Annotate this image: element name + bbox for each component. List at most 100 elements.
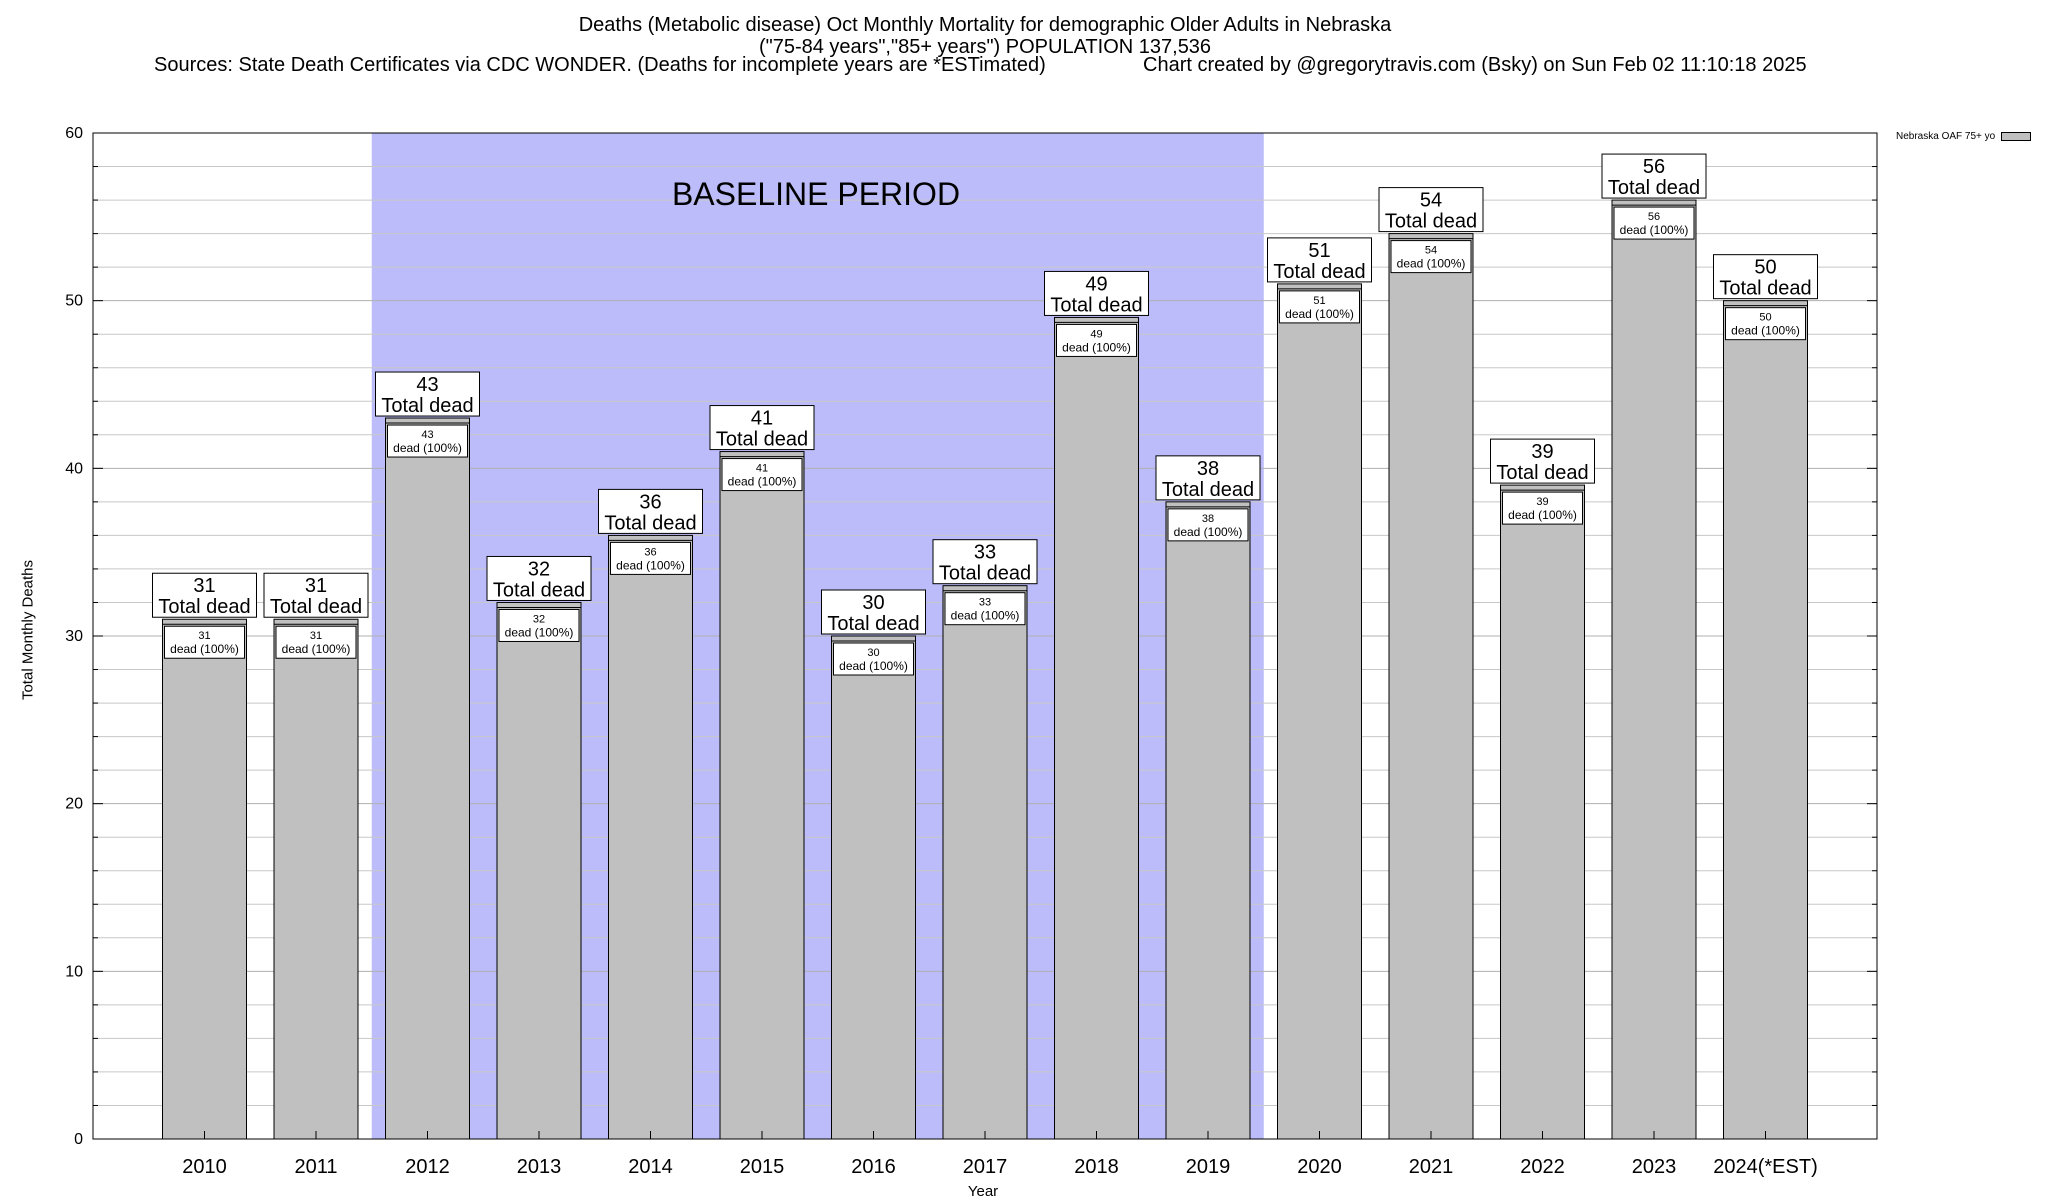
inner-label-box [1167, 508, 1249, 542]
total-dead-label: Total dead [1719, 278, 1811, 300]
bar[interactable] [1723, 300, 1808, 1140]
inner-value-label: 33 [979, 597, 991, 609]
x-tick-label: 2018 [1074, 1156, 1119, 1178]
total-value-label: 41 [751, 408, 773, 430]
bar[interactable] [273, 618, 359, 1140]
inner-percent-label: dead (100%) [1174, 525, 1243, 539]
inner-value-label: 54 [1425, 245, 1437, 257]
total-value-label: 33 [974, 542, 996, 564]
chart-legend: Nebraska OAF 75+ yo [1896, 131, 2032, 142]
total-label-box [932, 539, 1038, 585]
total-value-label: 43 [416, 374, 438, 396]
total-value-label: 49 [1085, 273, 1107, 295]
x-tick-label: 2020 [1297, 1156, 1342, 1178]
inner-label-box [1390, 240, 1472, 274]
inner-label-box [275, 625, 357, 659]
total-label-box [598, 488, 703, 534]
inner-percent-label: dead (100%) [1285, 307, 1354, 321]
inner-percent-label: dead (100%) [393, 441, 462, 455]
inner-value-label: 51 [1313, 295, 1325, 307]
inner-label-box [833, 642, 914, 676]
bar[interactable] [1611, 199, 1697, 1140]
total-label-box [486, 555, 592, 601]
inner-percent-label: dead (100%) [282, 642, 351, 656]
bar[interactable] [1500, 484, 1585, 1140]
total-dead-label: Total dead [1050, 294, 1142, 316]
inner-label-box [944, 592, 1026, 626]
inner-percent-label: dead (100%) [1397, 257, 1466, 271]
inner-value-label: 36 [644, 546, 656, 558]
bar[interactable] [1054, 316, 1139, 1140]
inner-label-box [1279, 290, 1360, 324]
bar[interactable] [1388, 233, 1474, 1140]
total-value-label: 31 [305, 575, 327, 597]
total-dead-label: Total dead [493, 579, 585, 601]
inner-percent-label: dead (100%) [170, 642, 239, 656]
total-value-label: 50 [1754, 257, 1776, 279]
total-dead-label: Total dead [604, 512, 696, 534]
bar[interactable] [831, 635, 916, 1140]
total-label-box [1378, 187, 1484, 233]
total-value-label: 38 [1197, 458, 1219, 480]
inner-label-box [387, 424, 468, 458]
inner-percent-label: dead (100%) [839, 659, 908, 673]
total-label-box [1267, 237, 1372, 283]
x-tick-label: 2014 [628, 1156, 673, 1178]
total-value-label: 36 [639, 491, 661, 513]
total-dead-label: Total dead [270, 596, 362, 618]
bar[interactable] [719, 451, 805, 1140]
inner-value-label: 39 [1536, 496, 1548, 508]
inner-label-box [498, 608, 580, 642]
inner-value-label: 41 [756, 463, 768, 475]
y-tick-label: 10 [65, 963, 83, 980]
x-tick-label: 2011 [294, 1156, 337, 1178]
inner-percent-label: dead (100%) [1508, 508, 1577, 522]
x-tick-label: 2021 [1409, 1156, 1454, 1178]
x-tick-label: 2016 [851, 1156, 896, 1178]
legend-swatch [2001, 132, 2032, 141]
chart-credit: Chart created by @gregorytravis.com (Bsk… [1143, 54, 1807, 76]
bar[interactable] [496, 601, 582, 1140]
inner-label-box [1725, 307, 1806, 341]
inner-label-box [164, 625, 245, 659]
x-tick-label: 2019 [1186, 1156, 1231, 1178]
bar[interactable] [385, 417, 470, 1140]
bar[interactable] [162, 618, 247, 1140]
bar[interactable] [942, 585, 1028, 1140]
inner-label-box [721, 458, 803, 492]
bar[interactable] [1165, 501, 1251, 1140]
inner-percent-label: dead (100%) [616, 558, 685, 572]
y-tick-label: 60 [65, 125, 83, 142]
y-tick-label: 30 [65, 628, 83, 645]
total-dead-label: Total dead [939, 563, 1031, 585]
total-value-label: 51 [1308, 240, 1330, 262]
inner-value-label: 56 [1648, 211, 1660, 223]
inner-percent-label: dead (100%) [1062, 340, 1131, 354]
inner-percent-label: dead (100%) [1731, 324, 1800, 338]
total-dead-label: Total dead [1385, 211, 1477, 233]
inner-percent-label: dead (100%) [951, 609, 1020, 623]
total-label-box [1044, 270, 1149, 316]
total-dead-label: Total dead [158, 596, 250, 618]
x-tick-label: 2024(*EST) [1713, 1156, 1818, 1178]
total-label-box [821, 589, 926, 635]
inner-label-box [610, 541, 691, 575]
y-tick-label: 20 [65, 796, 83, 813]
bar[interactable] [608, 534, 693, 1140]
inner-value-label: 30 [867, 647, 879, 659]
total-value-label: 31 [193, 575, 215, 597]
bar[interactable] [1277, 283, 1362, 1140]
inner-value-label: 49 [1090, 328, 1102, 340]
total-label-box [1601, 153, 1707, 199]
inner-value-label: 32 [533, 613, 545, 625]
total-dead-label: Total dead [1608, 177, 1700, 199]
x-tick-label: 2023 [1632, 1156, 1677, 1178]
legend-label: Nebraska OAF 75+ yo [1896, 131, 1996, 142]
total-dead-label: Total dead [1162, 479, 1254, 501]
x-axis-label: Year [967, 1183, 999, 1200]
inner-value-label: 31 [310, 630, 322, 642]
chart-title-line1: Deaths (Metabolic disease) Oct Monthly M… [578, 14, 1392, 36]
total-value-label: 39 [1531, 441, 1553, 463]
inner-percent-label: dead (100%) [1620, 223, 1689, 237]
